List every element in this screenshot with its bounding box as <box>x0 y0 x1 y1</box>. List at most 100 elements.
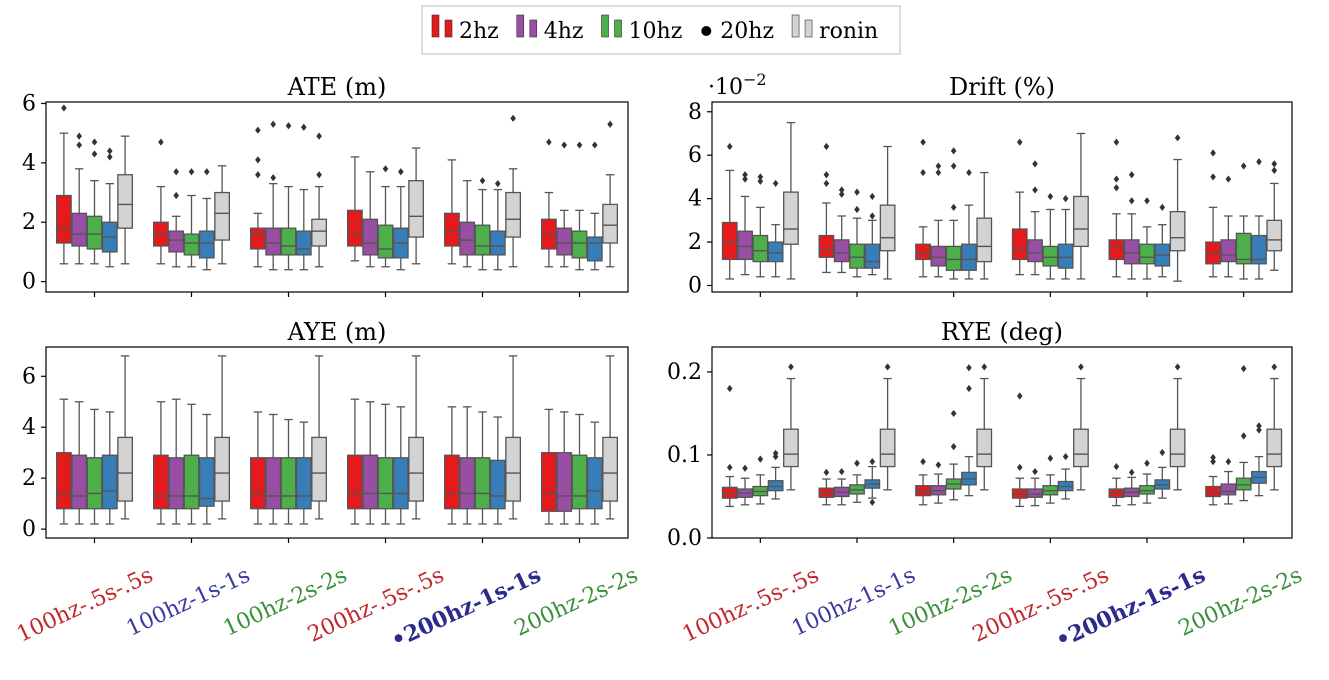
outlier-marker <box>823 171 830 179</box>
outlier-marker <box>398 168 404 176</box>
outlier-marker <box>1225 458 1232 466</box>
box-10hz <box>377 403 394 525</box>
box-4hz <box>168 168 185 268</box>
outlier-marker <box>838 467 845 476</box>
box-20hz <box>101 147 118 268</box>
outlier-marker <box>788 363 794 371</box>
box-4hz <box>1027 467 1043 507</box>
outlier-marker <box>204 168 210 176</box>
box-10hz <box>945 147 962 280</box>
box-body <box>737 230 753 261</box>
outlier-marker <box>576 141 583 149</box>
outlier-marker <box>1225 175 1232 183</box>
outlier-marker <box>1032 160 1038 168</box>
box-10hz <box>377 165 394 268</box>
box-ronin <box>214 165 231 265</box>
box-body <box>1169 211 1186 252</box>
outlier-marker <box>546 138 552 146</box>
box-20hz <box>295 421 312 525</box>
box-10hz <box>849 459 865 503</box>
outlier-marker <box>854 188 860 196</box>
outlier-marker <box>966 384 972 393</box>
outlier-marker <box>726 463 733 472</box>
box-body <box>1235 232 1252 265</box>
category-group-2 <box>152 355 231 525</box>
box-10hz <box>1139 197 1155 280</box>
box-ronin <box>311 355 328 520</box>
outlier-marker <box>1240 364 1247 373</box>
legend-label-20hz: 20hz <box>720 19 774 44</box>
box-body <box>961 243 977 271</box>
outlier-marker <box>61 104 67 112</box>
outlier-marker <box>510 114 516 122</box>
box-2hz <box>249 411 266 525</box>
y-tick-label: 4 <box>22 151 36 176</box>
legend: 2hz 4hz 10hz 20hz ronin <box>421 5 901 55</box>
y-tick-label: 4 <box>22 415 36 440</box>
outlier-marker <box>1113 175 1120 183</box>
outlier-marker <box>1271 166 1278 174</box>
outlier-marker <box>1159 203 1166 211</box>
box-body <box>767 480 784 492</box>
legend-label-2hz: 2hz <box>459 19 499 44</box>
box-body <box>377 457 394 510</box>
outlier-marker <box>1016 463 1023 472</box>
category-group-5 <box>443 355 522 525</box>
legend-swatch-10hz <box>614 19 622 38</box>
box-body <box>1073 195 1089 248</box>
box-body <box>586 457 603 510</box>
outlier-marker <box>950 162 957 170</box>
outlier-marker <box>316 171 322 179</box>
outlier-marker <box>1113 462 1120 471</box>
outlier-marker <box>772 179 779 188</box>
box-body <box>183 454 200 510</box>
box-20hz <box>586 141 603 271</box>
box-4hz <box>1123 171 1140 280</box>
box-body <box>505 436 522 502</box>
outlier-marker <box>950 147 957 155</box>
outlier-marker <box>1174 134 1181 142</box>
box-10hz <box>945 409 962 501</box>
plot-frame <box>45 346 629 539</box>
outlier-marker <box>757 177 764 185</box>
outlier-marker <box>726 142 733 151</box>
legend-frame <box>421 5 901 55</box>
box-4hz <box>1220 458 1237 505</box>
box-10hz <box>849 188 865 278</box>
box-ronin <box>783 121 799 280</box>
outlier-marker <box>1256 422 1262 430</box>
panel-title: RYE (deg) <box>941 318 1063 346</box>
box-2hz <box>1011 392 1028 508</box>
box-4hz <box>737 171 753 276</box>
box-2hz <box>541 408 557 525</box>
box-body <box>556 227 573 256</box>
box-4hz <box>265 413 282 525</box>
box-2hz <box>721 384 738 508</box>
box-ronin <box>1073 363 1089 491</box>
outlier-marker <box>854 459 860 467</box>
box-2hz <box>1108 138 1125 278</box>
box-body <box>945 245 962 271</box>
outlier-marker <box>316 132 322 140</box>
panel-4: RYE (deg)0.00.10.2100hz-.5s-.5s100hz-1s-… <box>667 318 1306 654</box>
panel-2: Drift (%) ·10−2 0 2 4 6 8 <box>688 70 1293 298</box>
outlier-marker <box>158 138 164 146</box>
box-body <box>377 224 394 259</box>
outlier-marker <box>270 174 276 182</box>
box-20hz <box>864 458 881 506</box>
box-body <box>198 230 215 259</box>
outlier-marker <box>1128 197 1135 205</box>
box-ronin <box>505 114 522 268</box>
box-body <box>1011 228 1028 261</box>
box-10hz <box>1235 364 1252 502</box>
outlier-marker <box>757 455 764 463</box>
box-body <box>295 230 312 256</box>
category-group-2 <box>152 138 231 271</box>
box-10hz <box>752 455 769 505</box>
outlier-marker <box>1240 162 1247 170</box>
box-body <box>1139 485 1155 495</box>
legend-swatch-2hz <box>444 19 453 38</box>
box-2hz <box>152 138 169 265</box>
box-ronin <box>879 145 896 280</box>
y-tick-label: 0 <box>688 273 702 298</box>
